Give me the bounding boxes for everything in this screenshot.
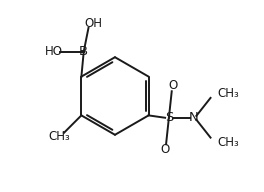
Text: HO: HO: [44, 45, 63, 58]
Text: B: B: [79, 45, 88, 58]
Text: CH₃: CH₃: [48, 130, 70, 143]
Text: CH₃: CH₃: [217, 87, 239, 100]
Text: O: O: [161, 143, 170, 156]
Text: O: O: [168, 79, 177, 92]
Text: OH: OH: [84, 17, 102, 30]
Text: S: S: [165, 111, 173, 124]
Text: N: N: [188, 111, 198, 124]
Text: CH₃: CH₃: [217, 136, 239, 149]
